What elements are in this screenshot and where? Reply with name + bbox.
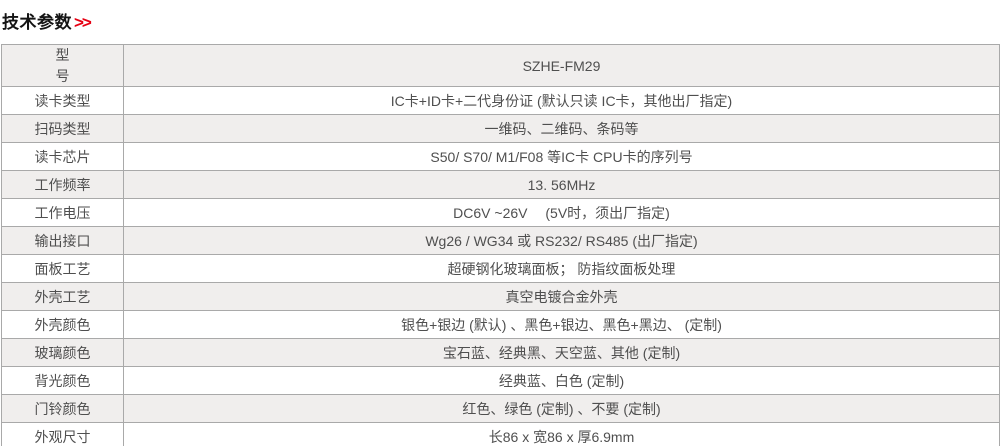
spec-row-value: 一维码、二维码、条码等 <box>123 114 1000 143</box>
spec-table: 型号 SZHE-FM29 读卡类型 IC卡+ID卡+二代身份证 (默认只读 IC卡，其… <box>1 44 1000 446</box>
spec-row-label-text: 工作频率 <box>34 176 91 193</box>
spec-row: 玻璃颜色 宝石蓝、经典黑、天空蓝、其他 (定制) <box>1 338 1000 367</box>
spec-row: 面板工艺 超硬钢化玻璃面板； 防指纹面板处理 <box>1 254 1000 283</box>
spec-row-label-text: 型号 <box>55 47 70 84</box>
spec-row-label-text: 扫码类型 <box>34 120 91 137</box>
spec-row: 输出接口 Wg26 / WG34 或 RS232/ RS485 (出厂指定) <box>1 226 1000 255</box>
spec-row-value: 超硬钢化玻璃面板； 防指纹面板处理 <box>123 254 1000 283</box>
spec-row: 扫码类型 一维码、二维码、条码等 <box>1 114 1000 143</box>
spec-row-label-text: 门铃颜色 <box>34 400 91 417</box>
spec-row: 门铃颜色 红色、绿色 (定制) 、不要 (定制) <box>1 394 1000 423</box>
spec-row: 外观尺寸 长86 x 宽86 x 厚6.9mm <box>1 422 1000 446</box>
spec-row-label: 面板工艺 <box>1 254 124 283</box>
spec-row-label-text: 输出接口 <box>34 232 91 249</box>
spec-row-label: 输出接口 <box>1 226 124 255</box>
spec-row-value: 真空电镀合金外壳 <box>123 282 1000 311</box>
spec-row-label-text: 外壳工艺 <box>34 288 91 305</box>
spec-row-value: 经典蓝、白色 (定制) <box>123 366 1000 395</box>
spec-row: 外壳颜色 银色+银边 (默认) 、黑色+银边、黑色+黑边、 (定制) <box>1 310 1000 339</box>
spec-row-value: IC卡+ID卡+二代身份证 (默认只读 IC卡，其他出厂指定) <box>123 86 1000 115</box>
spec-row-label-text: 外壳颜色 <box>34 316 91 333</box>
spec-row-label: 工作电压 <box>1 198 124 227</box>
spec-row-value: SZHE-FM29 <box>123 44 1000 87</box>
spec-row-value: DC6V ~26V (5V时，须出厂指定) <box>123 198 1000 227</box>
spec-row-label-text: 背光颜色 <box>34 372 91 389</box>
title-arrows-icon: >> <box>74 13 92 32</box>
spec-row-value: 银色+银边 (默认) 、黑色+银边、黑色+黑边、 (定制) <box>123 310 1000 339</box>
spec-row-label-text: 外观尺寸 <box>34 428 91 445</box>
spec-row-value: 长86 x 宽86 x 厚6.9mm <box>123 422 1000 446</box>
spec-row-value: 红色、绿色 (定制) 、不要 (定制) <box>123 394 1000 423</box>
spec-row-label: 型号 <box>1 44 124 87</box>
spec-row-label: 背光颜色 <box>1 366 124 395</box>
spec-row-label: 玻璃颜色 <box>1 338 124 367</box>
spec-row-label: 工作频率 <box>1 170 124 199</box>
spec-row-label: 门铃颜色 <box>1 394 124 423</box>
spec-row: 工作电压 DC6V ~26V (5V时，须出厂指定) <box>1 198 1000 227</box>
spec-row-value: 宝石蓝、经典黑、天空蓝、其他 (定制) <box>123 338 1000 367</box>
spec-row-value: Wg26 / WG34 或 RS232/ RS485 (出厂指定) <box>123 226 1000 255</box>
spec-row-label-text: 玻璃颜色 <box>34 344 91 361</box>
spec-row-label-text: 面板工艺 <box>34 260 91 277</box>
spec-row-label: 外壳颜色 <box>1 310 124 339</box>
spec-row-label-text: 读卡类型 <box>34 92 91 109</box>
spec-row-label: 外观尺寸 <box>1 422 124 446</box>
spec-row: 型号 SZHE-FM29 <box>1 44 1000 87</box>
spec-row: 背光颜色 经典蓝、白色 (定制) <box>1 366 1000 395</box>
page-title: 技术参数 <box>2 13 72 32</box>
spec-row: 读卡芯片 S50/ S70/ M1/F08 等IC卡 CPU卡的序列号 <box>1 142 1000 171</box>
spec-row-label: 外壳工艺 <box>1 282 124 311</box>
spec-row: 工作频率 13. 56MHz <box>1 170 1000 199</box>
spec-row-label-text: 工作电压 <box>34 204 91 221</box>
spec-row-value: S50/ S70/ M1/F08 等IC卡 CPU卡的序列号 <box>123 142 1000 171</box>
spec-row-label-text: 读卡芯片 <box>34 148 91 165</box>
spec-row-label: 读卡类型 <box>1 86 124 115</box>
spec-row-label: 扫码类型 <box>1 114 124 143</box>
spec-row: 读卡类型 IC卡+ID卡+二代身份证 (默认只读 IC卡，其他出厂指定) <box>1 86 1000 115</box>
spec-row-label: 读卡芯片 <box>1 142 124 171</box>
spec-row-value: 13. 56MHz <box>123 170 1000 199</box>
title-bar: 技术参数 >> <box>0 0 1000 44</box>
spec-row: 外壳工艺 真空电镀合金外壳 <box>1 282 1000 311</box>
